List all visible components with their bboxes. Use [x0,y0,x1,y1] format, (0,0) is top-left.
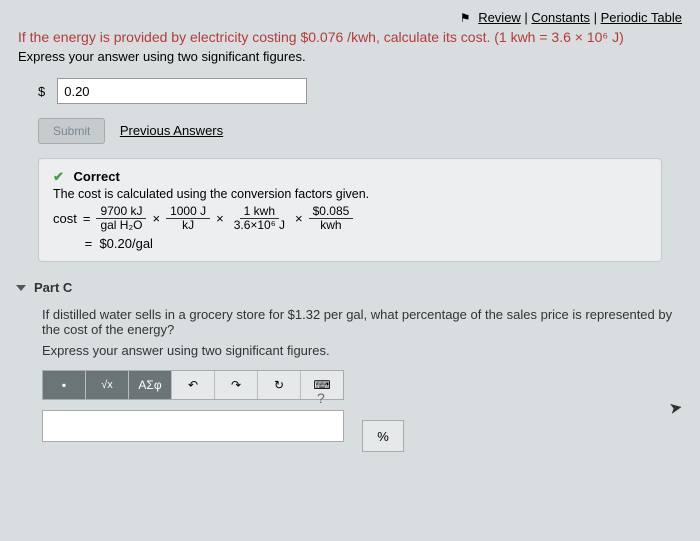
eq-cost-label: cost [53,211,77,226]
constants-link[interactable]: Constants [531,10,590,25]
part-c-label: Part C [34,280,72,295]
review-link[interactable]: Review [478,10,521,25]
times-2: × [216,211,224,226]
toolbar-sqrt[interactable]: √x [86,371,129,399]
toolbar-templates[interactable]: ▪ [43,371,86,399]
part-c-header[interactable]: Part C [18,280,682,295]
problem-instruction: Express your answer using two significan… [18,49,682,64]
feedback-explanation: The cost is calculated using the convers… [53,187,647,201]
fraction-4: $0.085kwh [309,205,354,232]
times-1: × [152,211,160,226]
problem-text: If the energy is provided by electricity… [18,29,682,45]
answer-input[interactable] [57,78,307,104]
cursor-icon: ➤ [667,397,684,419]
fraction-3: 1 kwh3.6×10⁶ J [230,205,289,232]
partc-unit: % [362,420,404,452]
feedback-equation: cost = 9700 kJgal H₂O × 1000 JkJ × 1 kwh… [53,205,647,232]
partc-answer-input[interactable] [42,410,344,442]
feedback-title: Correct [74,169,120,184]
eq-equals: = [83,211,91,226]
fraction-2: 1000 JkJ [166,205,210,232]
flag-icon: ⚑ [460,11,471,25]
feedback-result: = $0.20/gal [53,236,647,251]
periodic-link[interactable]: Periodic Table [601,10,682,25]
toolbar-reset[interactable]: ↻ [258,371,301,399]
equation-toolbar: ▪ √x ΑΣφ ↶ ↷ ↻ ⌨ [42,370,344,400]
fraction-1: 9700 kJgal H₂O [96,205,146,232]
toolbar-greek[interactable]: ΑΣφ [129,371,172,399]
top-links: ⚑ Review | Constants | Periodic Table [18,10,682,25]
toolbar-undo[interactable]: ↶ [172,371,215,399]
times-3: × [295,211,303,226]
submit-button[interactable]: Submit [38,118,105,144]
help-icon[interactable]: ? [317,390,325,406]
partc-question: If distilled water sells in a grocery st… [42,307,682,337]
check-icon: ✔ [53,169,64,184]
partc-instruction: Express your answer using two significan… [42,343,682,358]
answer-prefix: $ [38,84,45,99]
feedback-box: ✔ Correct The cost is calculated using t… [38,158,662,262]
toolbar-redo[interactable]: ↷ [215,371,258,399]
previous-answers-link[interactable]: Previous Answers [120,123,223,138]
chevron-down-icon [16,285,26,291]
